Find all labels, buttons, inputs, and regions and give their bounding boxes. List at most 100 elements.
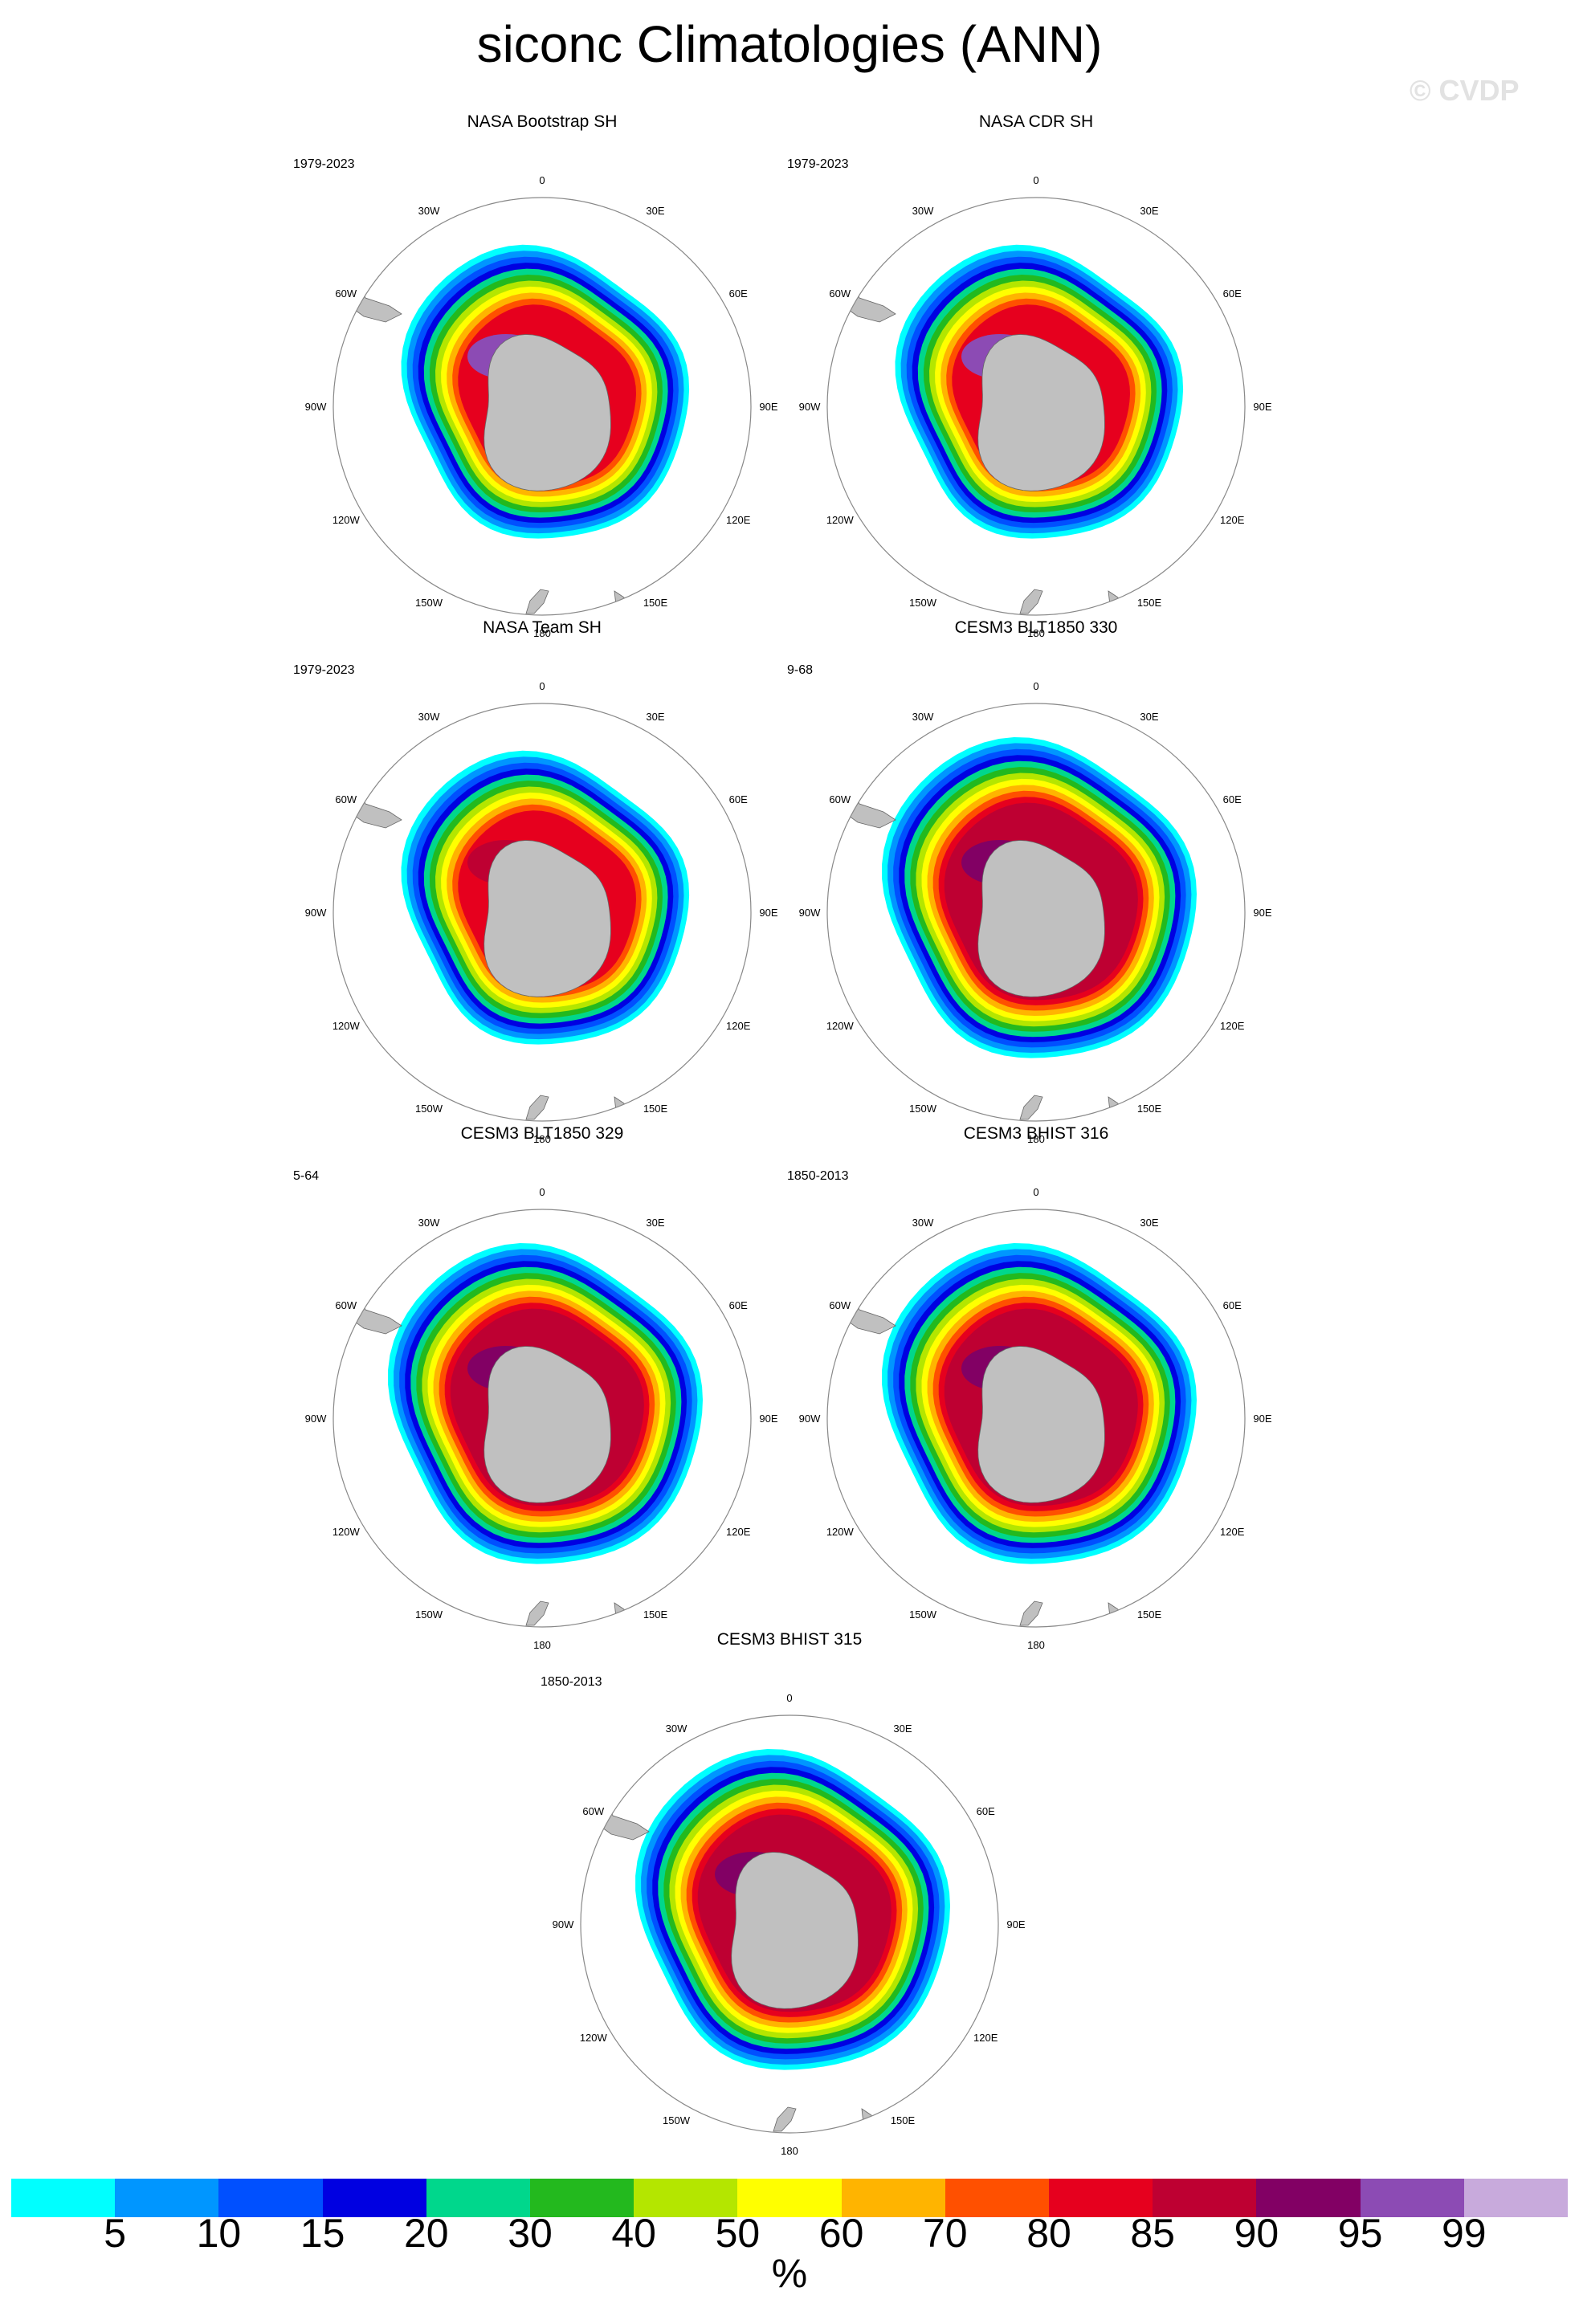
longitude-label: 120W <box>333 514 361 526</box>
map-panel: NASA Team SH 1979-2023 0 30E 60E 90E 120E 150E 1… <box>293 618 791 1145</box>
longitude-label: 60W <box>829 793 851 805</box>
longitude-label: 150E <box>643 597 668 609</box>
longitude-label: 120E <box>726 514 751 526</box>
longitude-label: 150E <box>1137 1103 1162 1115</box>
cvdp-watermark: © CVDP <box>1410 74 1520 107</box>
colorbar-box <box>1360 2179 1465 2217</box>
colorbar-box <box>322 2179 427 2217</box>
colorbar-box <box>218 2179 324 2217</box>
new-zealand-landmass <box>525 1600 549 1626</box>
longitude-label: 60E <box>1223 287 1242 300</box>
longitude-label: 60E <box>1223 1299 1242 1311</box>
longitude-label: 120E <box>1220 1020 1245 1032</box>
longitude-label: 30E <box>1140 1217 1158 1229</box>
colorbar-tick-label: 85 <box>1130 2211 1175 2256</box>
map-boundary <box>826 197 1246 616</box>
colorbar-units: % <box>771 2251 808 2296</box>
longitude-label: 180 <box>533 1639 551 1651</box>
longitude-label: 90E <box>759 1413 777 1425</box>
longitude-label: 60W <box>335 793 357 805</box>
colorbar-box <box>1049 2179 1153 2217</box>
new-zealand-landmass <box>1019 589 1043 614</box>
longitude-label: 60W <box>829 287 851 300</box>
longitude-label: 180 <box>1027 627 1045 639</box>
map-panel: CESM3 BLT1850 329 5-64 0 30E 60E 90E 120E 150E 1… <box>293 1124 791 1651</box>
longitude-label: 90W <box>553 1918 574 1931</box>
longitude-label: 150E <box>643 1608 668 1621</box>
antarctica-landmass <box>483 334 611 491</box>
longitude-label: 150W <box>909 1608 937 1621</box>
panel-title: NASA Bootstrap SH <box>467 112 618 131</box>
longitude-label: 0 <box>1033 1186 1038 1198</box>
panel-title: CESM3 BLT1850 329 <box>460 1124 624 1143</box>
longitude-label: 30W <box>418 711 440 723</box>
map-boundary <box>826 1209 1246 1628</box>
longitude-label: 120W <box>333 1020 361 1032</box>
longitude-label: 90E <box>1253 907 1271 919</box>
panel-period: 1850-2013 <box>787 1169 849 1183</box>
longitude-label: 30E <box>646 205 664 217</box>
longitude-label: 30E <box>646 1217 664 1229</box>
panel-period: 1850-2013 <box>541 1675 602 1689</box>
colorbar-box <box>737 2179 843 2217</box>
longitude-label: 90E <box>1253 401 1271 413</box>
colorbar-tick-label: 20 <box>403 2211 449 2256</box>
polar-map: 0 30E 60E 90E 120E 150E 180 150W 120W 90W 60W 30W <box>799 174 1272 639</box>
longitude-label: 0 <box>1033 174 1038 186</box>
map-boundary <box>333 197 752 616</box>
longitude-label: 150W <box>415 1608 443 1621</box>
longitude-label: 150E <box>1137 1608 1162 1621</box>
colorbar-tick-label: 99 <box>1441 2211 1487 2256</box>
figure-title: siconc Climatologies (ANN) <box>476 15 1103 73</box>
longitude-label: 180 <box>1027 1639 1045 1651</box>
colorbar-tick-label: 90 <box>1234 2211 1279 2256</box>
longitude-label: 60E <box>1223 793 1242 805</box>
map-panel: NASA CDR SH 1979-2023 0 30E 60E 90E 120E 150E 18… <box>787 112 1285 639</box>
longitude-label: 120W <box>826 1020 855 1032</box>
map-panel: NASA Bootstrap SH 1979-2023 0 30E 60E 90E 120E… <box>293 112 791 639</box>
longitude-label: 0 <box>539 1186 545 1198</box>
antarctica-landmass <box>977 334 1105 491</box>
panel-period: 5-64 <box>293 1169 320 1183</box>
longitude-label: 180 <box>781 2145 798 2157</box>
antarctica-landmass <box>483 840 611 997</box>
colorbar-box <box>841 2179 946 2217</box>
antarctica-landmass <box>731 1852 859 2009</box>
panel-title: CESM3 BLT1850 330 <box>954 618 1118 637</box>
colorbar-box <box>1153 2179 1257 2217</box>
longitude-label: 30W <box>912 711 934 723</box>
longitude-label: 60W <box>829 1299 851 1311</box>
longitude-label: 30E <box>1140 205 1158 217</box>
longitude-label: 180 <box>533 627 551 639</box>
longitude-label: 180 <box>1027 1133 1045 1145</box>
longitude-label: 90W <box>305 401 327 413</box>
colorbar-tick-label: 60 <box>818 2211 864 2256</box>
colorbar-tick-label: 95 <box>1337 2211 1383 2256</box>
longitude-label: 30E <box>893 1723 912 1735</box>
longitude-label: 120W <box>826 514 855 526</box>
longitude-label: 150E <box>643 1103 668 1115</box>
polar-map: 0 30E 60E 90E 120E 150E 180 150W 120W 90W 60W 30W <box>305 174 778 639</box>
panel-period: 1979-2023 <box>293 157 355 171</box>
longitude-label: 180 <box>533 1133 551 1145</box>
longitude-label: 30W <box>418 205 440 217</box>
map-boundary <box>333 703 752 1122</box>
colorbar-box <box>945 2179 1050 2217</box>
longitude-label: 120E <box>1220 514 1245 526</box>
longitude-label: 60E <box>729 793 748 805</box>
colorbar-tick-label: 30 <box>508 2211 553 2256</box>
map-boundary <box>580 1714 999 2134</box>
polar-map: 0 30E 60E 90E 120E 150E 180 150W 120W 90W 60W 30W <box>799 680 1272 1145</box>
new-zealand-landmass <box>773 2106 797 2132</box>
antarctica-landmass <box>977 1346 1105 1503</box>
polar-map: 0 30E 60E 90E 120E 150E 180 150W 120W 90W 60W 30W <box>799 1186 1272 1651</box>
new-zealand-landmass <box>525 589 549 614</box>
colorbar-tick-label: 80 <box>1026 2211 1071 2256</box>
colorbar-box <box>11 2179 116 2217</box>
longitude-label: 0 <box>786 1692 792 1704</box>
polar-map: 0 30E 60E 90E 120E 150E 180 150W 120W 90W 60W 30W <box>305 1186 778 1651</box>
longitude-label: 60E <box>729 1299 748 1311</box>
longitude-label: 60W <box>335 287 357 300</box>
colorbar-box <box>426 2179 531 2217</box>
longitude-label: 60E <box>729 287 748 300</box>
